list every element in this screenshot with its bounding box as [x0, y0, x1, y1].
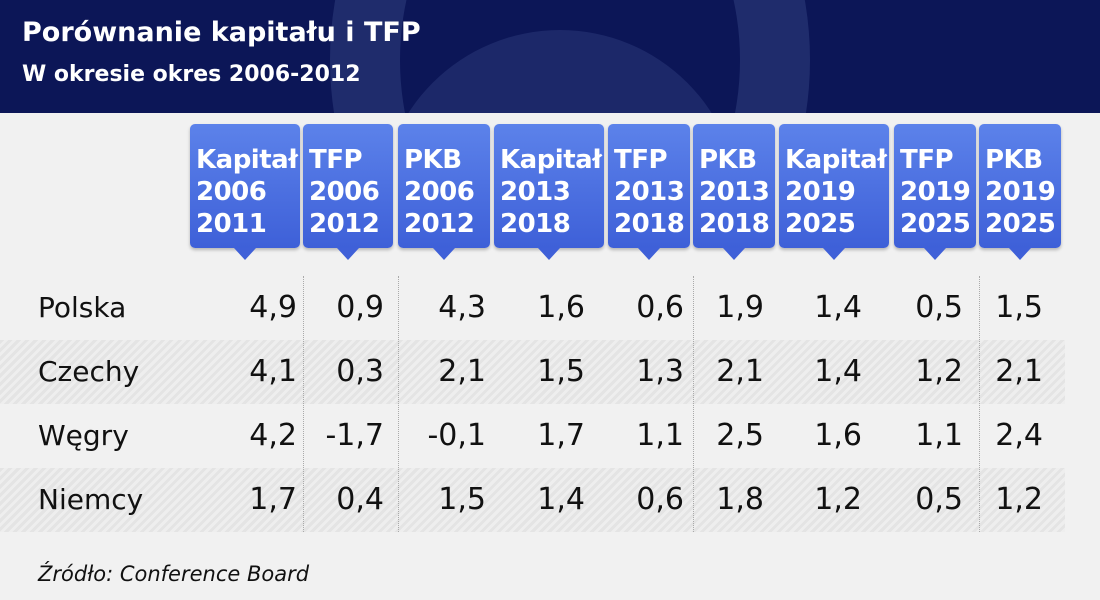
column-header-label: PKB 2019 2025 [985, 145, 1056, 239]
table-cell: 1,1 [915, 418, 963, 453]
table-cell: 1,1 [636, 418, 684, 453]
column-header-pointer [337, 248, 359, 260]
row-label: Węgry [38, 419, 129, 452]
column-header-pointer [538, 248, 560, 260]
table-cell: 1,7 [537, 418, 585, 453]
header-banner: Porównanie kapitału i TFP W okresie okre… [0, 0, 1100, 113]
table-cell: 0,6 [636, 290, 684, 325]
table-cell: 0,6 [636, 482, 684, 517]
table-cell: 2,1 [716, 354, 764, 389]
table-cell: 2,1 [438, 354, 486, 389]
table-cell: 0,9 [336, 290, 384, 325]
decorative-ring [330, 0, 810, 113]
table-cell: 1,4 [537, 482, 585, 517]
table-cell: 1,2 [995, 482, 1043, 517]
column-header-pointer [433, 248, 455, 260]
table-cell: 2,4 [995, 418, 1043, 453]
chart-subtitle: W okresie okres 2006-2012 [22, 62, 361, 87]
column-header-label: Kapitał 2006 2011 [196, 145, 298, 239]
table-row: Polska 4,9 0,9 4,3 1,6 0,6 1,9 1,4 0,5 1,5 [0, 276, 1065, 340]
table-cell: 1,4 [814, 290, 862, 325]
table-cell: -0,1 [427, 418, 486, 453]
row-label: Czechy [38, 355, 140, 388]
table-cell: 1,6 [814, 418, 862, 453]
table-row: Czechy 4,1 0,3 2,1 1,5 1,3 2,1 1,4 1,2 2,1 [0, 340, 1065, 404]
column-header: PKB 2013 2018 [693, 124, 775, 260]
column-divider [693, 276, 694, 532]
column-header-pointer [723, 248, 745, 260]
column-header: TFP 2006 2012 [303, 124, 393, 260]
table-cell: 1,2 [915, 354, 963, 389]
table-cell: 1,5 [995, 290, 1043, 325]
table-cell: 1,5 [438, 482, 486, 517]
table-cell: 0,3 [336, 354, 384, 389]
table-cell: 4,3 [438, 290, 486, 325]
column-header-label: TFP 2006 2012 [309, 145, 380, 239]
table-cell: 4,9 [249, 290, 297, 325]
row-label: Polska [38, 291, 127, 324]
column-header-pointer [924, 248, 946, 260]
column-header: TFP 2013 2018 [608, 124, 690, 260]
chart-title: Porównanie kapitału i TFP [22, 17, 421, 48]
column-header: TFP 2019 2025 [894, 124, 976, 260]
table-row: Węgry 4,2 -1,7 -0,1 1,7 1,1 2,5 1,6 1,1 2,4 [0, 404, 1065, 468]
column-header: Kapitał 2006 2011 [190, 124, 300, 260]
column-header-pointer [1009, 248, 1031, 260]
column-header-pointer [234, 248, 256, 260]
table-cell: 1,5 [537, 354, 585, 389]
column-header-label: Kapitał 2013 2018 [500, 145, 602, 239]
column-header-label: TFP 2019 2025 [900, 145, 971, 239]
column-header-label: PKB 2013 2018 [699, 145, 770, 239]
column-header-label: PKB 2006 2012 [404, 145, 475, 239]
table-cell: 2,5 [716, 418, 764, 453]
column-divider [303, 276, 304, 532]
table-cell: -1,7 [325, 418, 384, 453]
source-note: Źródło: Conference Board [38, 562, 310, 586]
column-header-pointer [638, 248, 660, 260]
table-cell: 1,7 [249, 482, 297, 517]
table-cell: 4,2 [249, 418, 297, 453]
table-cell: 4,1 [249, 354, 297, 389]
row-label: Niemcy [38, 483, 144, 516]
table-cell: 1,2 [814, 482, 862, 517]
table-cell: 0,4 [336, 482, 384, 517]
table-cell: 1,8 [716, 482, 764, 517]
table-cell: 0,5 [915, 290, 963, 325]
column-header: Kapitał 2013 2018 [494, 124, 604, 260]
table-cell: 2,1 [995, 354, 1043, 389]
column-header-label: TFP 2013 2018 [614, 145, 685, 239]
table-cell: 1,3 [636, 354, 684, 389]
column-divider [398, 276, 399, 532]
table-row: Niemcy 1,7 0,4 1,5 1,4 0,6 1,8 1,2 0,5 1,2 [0, 468, 1065, 532]
table-cell: 1,9 [716, 290, 764, 325]
table-cell: 0,5 [915, 482, 963, 517]
column-header: Kapitał 2019 2025 [779, 124, 889, 260]
column-divider [979, 276, 980, 532]
column-header: PKB 2006 2012 [398, 124, 490, 260]
column-header: PKB 2019 2025 [979, 124, 1061, 260]
table-cell: 1,4 [814, 354, 862, 389]
table-cell: 1,6 [537, 290, 585, 325]
column-header-pointer [823, 248, 845, 260]
column-header-label: Kapitał 2019 2025 [785, 145, 887, 239]
